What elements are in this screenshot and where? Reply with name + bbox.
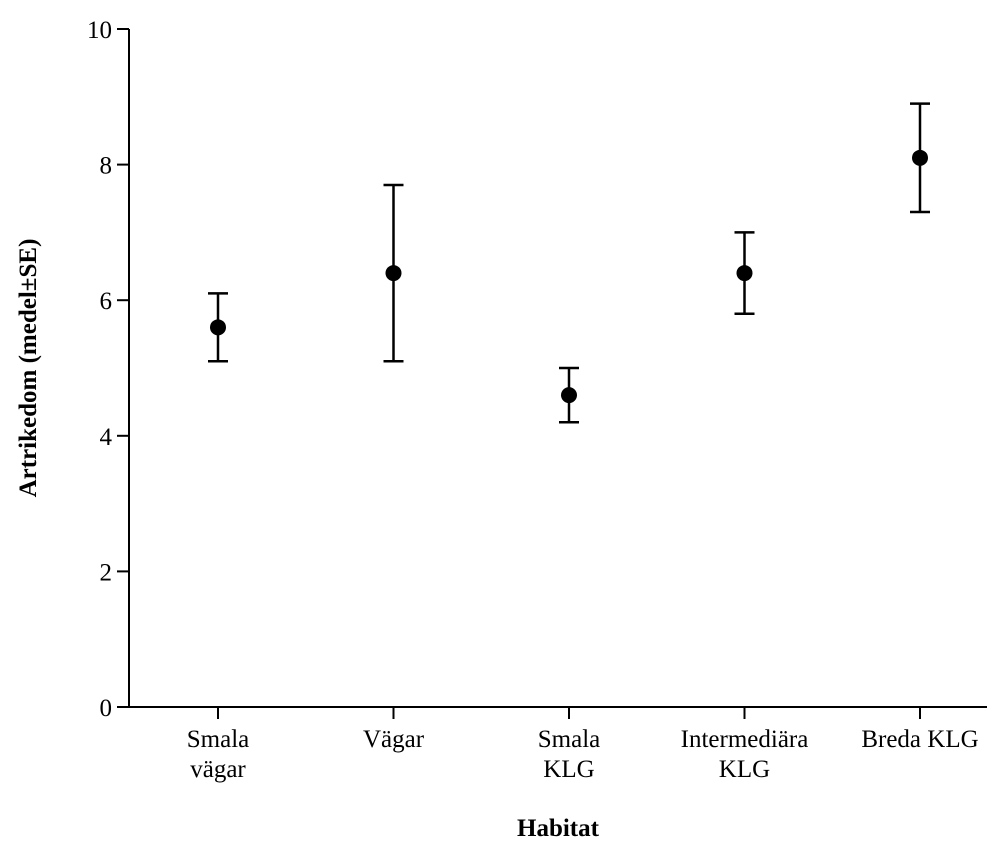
data-point [561,387,577,404]
x-category-label: Smala [187,726,250,753]
data-marks [208,102,930,424]
data-point [736,265,753,282]
x-category-label: Smala [538,726,601,753]
x-axis-title: Habitat [517,815,600,842]
x-category-label: KLG [543,756,594,783]
y-tick-label: 6 [100,288,113,315]
data-point [385,265,402,282]
y-tick-label: 0 [100,695,113,722]
y-tick-label: 10 [87,17,112,44]
data-point [912,149,928,166]
y-tick-label: 2 [100,559,113,586]
x-axis-ticks: Smala vägar Vägar Smala KLG Intermediära KLG Br… [187,707,979,783]
x-category-label: Vägar [363,726,425,753]
y-axis-title: Artrikedom (medel±SE) [15,239,42,498]
y-tick-label: 4 [100,424,113,451]
data-point [210,319,226,336]
y-tick-label: 8 [100,153,113,180]
x-category-label: vägar [190,756,246,783]
x-category-label: KLG [719,756,770,783]
y-axis-ticks: 0 2 4 6 8 10 [87,17,129,722]
x-category-label: Intermediära [681,726,809,753]
x-category-label: Breda KLG [861,726,978,753]
